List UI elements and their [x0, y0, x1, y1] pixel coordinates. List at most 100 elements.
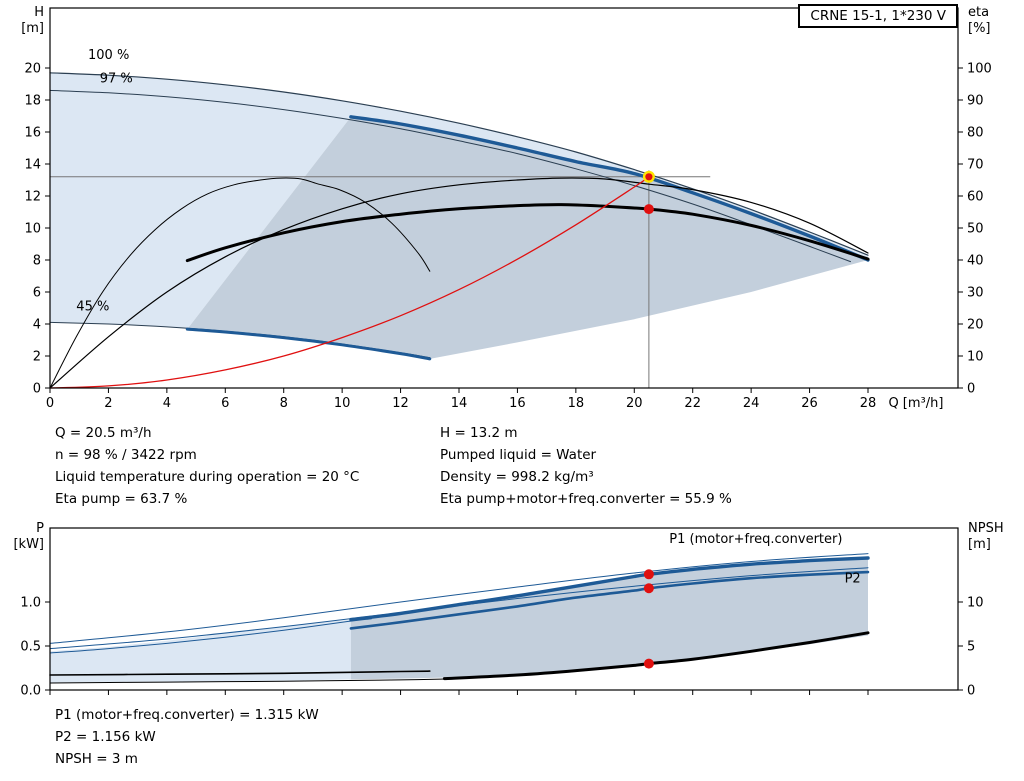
- p2-min-speed: [49, 670, 431, 676]
- y-right-tick-label: 0: [967, 382, 975, 397]
- pump-curve-97pct: [49, 89, 851, 263]
- p2-curve: [349, 570, 870, 630]
- y-left-tick-label: 10: [24, 222, 41, 237]
- x-tick-label: 6: [221, 396, 229, 411]
- duty-point-dot: [643, 583, 654, 594]
- y-right-tick-label: 0: [967, 684, 975, 699]
- y-left-axis-title: P: [36, 521, 44, 536]
- y-right-tick-label: 100: [967, 62, 992, 77]
- y-right-tick-label: 10: [967, 350, 984, 365]
- info-line-temperature: Liquid temperature during operation = 20…: [55, 469, 360, 485]
- y-left-tick-label: 4: [33, 318, 41, 333]
- x-tick-label: 28: [860, 396, 877, 411]
- info-line-liquid: Pumped liquid = Water: [440, 447, 597, 463]
- eta-pump-motor-freq: [185, 203, 870, 263]
- pump-model-title: CRNE 15-1, 1*230 V: [798, 4, 958, 28]
- y-left-tick-label: 0: [33, 382, 41, 397]
- y-left-axis-title: [m]: [21, 21, 44, 36]
- y-right-tick-label: 5: [967, 640, 975, 655]
- operating-envelope-dark: [187, 116, 869, 359]
- y-left-tick-label: 6: [33, 286, 41, 301]
- x-tick-label: 14: [451, 396, 468, 411]
- x-tick-label: 24: [743, 396, 760, 411]
- info-line-p2: P2 = 1.156 kW: [55, 729, 156, 745]
- info-line-eta-pump: Eta pump = 63.7 %: [55, 491, 188, 507]
- y-right-axis-title: [m]: [968, 537, 991, 552]
- info-line-density: Density = 998.2 kg/m³: [440, 469, 594, 485]
- x-tick-label: 22: [684, 396, 701, 411]
- info-line-eta-total: Eta pump+motor+freq.converter = 55.9 %: [440, 491, 732, 507]
- plot-border: [49, 7, 959, 389]
- y-right-tick-label: 20: [967, 318, 984, 333]
- curve-label: P2: [845, 572, 861, 587]
- y-left-tick-label: 2: [33, 350, 41, 365]
- y-left-axis-title: H: [34, 5, 44, 20]
- p1-thin-high: [49, 553, 869, 644]
- duty-point-dot: [643, 204, 654, 215]
- x-tick-label: 16: [509, 396, 526, 411]
- y-right-axis-title: NPSH: [968, 521, 1004, 536]
- pump-curve-100pct: [49, 72, 869, 256]
- curve-label: 45 %: [76, 299, 109, 314]
- x-tick-label: 10: [334, 396, 351, 411]
- x-tick-label: 0: [46, 396, 54, 411]
- info-line-p1: P1 (motor+freq.converter) = 1.315 kW: [55, 707, 319, 723]
- y-left-tick-label: 18: [24, 94, 41, 109]
- y-right-tick-label: 70: [967, 158, 984, 173]
- x-tick-label: 8: [280, 396, 288, 411]
- info-line-q: Q = 20.5 m³/h: [55, 425, 152, 441]
- x-tick-label: 2: [104, 396, 112, 411]
- y-right-axis-title: eta: [968, 5, 989, 20]
- duty-info-right: H = 13.2 m Pumped liquid = Water Density…: [440, 422, 732, 510]
- power-envelope-dark: [350, 558, 868, 680]
- x-tick-label: 18: [568, 396, 585, 411]
- y-left-tick-label: 0.5: [20, 640, 41, 655]
- eta-pump-100pct: [49, 177, 869, 389]
- eta-pump-45pct: [49, 177, 431, 389]
- curve-label: 97 %: [100, 71, 133, 86]
- pump-curve-max-speed: [349, 115, 870, 262]
- y-right-tick-label: 60: [967, 190, 984, 205]
- curve-label: 100 %: [88, 48, 129, 63]
- y-right-axis-title: [%]: [968, 21, 991, 36]
- duty-point-dot: [643, 658, 654, 669]
- info-line-head: H = 13.2 m: [440, 425, 518, 441]
- curve-label: P1 (motor+freq.converter): [669, 532, 842, 547]
- info-line-speed: n = 98 % / 3422 rpm: [55, 447, 197, 463]
- y-left-tick-label: 20: [24, 62, 41, 77]
- power-info: P1 (motor+freq.converter) = 1.315 kW P2 …: [55, 704, 319, 770]
- y-left-tick-label: 14: [24, 158, 41, 173]
- y-right-tick-label: 90: [967, 94, 984, 109]
- system-duty-curve: [49, 176, 650, 389]
- info-line-npsh: NPSH = 3 m: [55, 751, 138, 767]
- y-right-tick-label: 30: [967, 286, 984, 301]
- y-left-tick-label: 1.0: [20, 596, 41, 611]
- power-npsh-chart: P1 (motor+freq.converter) P2 0.0 0.5 1.0 P[kW…: [13, 521, 1004, 699]
- y-left-tick-label: 16: [24, 126, 41, 141]
- operating-envelope-light: [50, 72, 868, 330]
- y-left-tick-label: 8: [33, 254, 41, 269]
- y-right-tick-label: 50: [967, 222, 984, 237]
- x-tick-label: 4: [163, 396, 171, 411]
- y-left-tick-label: 12: [24, 190, 41, 205]
- npsh-thin: [49, 678, 445, 684]
- x-tick-label: 26: [801, 396, 818, 411]
- y-left-axis-title: [kW]: [13, 537, 44, 552]
- x-tick-label: 12: [392, 396, 409, 411]
- y-right-tick-label: 10: [967, 596, 984, 611]
- x-axis-label: Q [m³/h]: [888, 396, 943, 411]
- y-right-tick-label: 80: [967, 126, 984, 141]
- y-right-tick-label: 40: [967, 254, 984, 269]
- plot-border: [49, 527, 959, 691]
- hq-eta-chart: 100 %97 %45 %0 2 4 6 8 10 12 14 16 18 20 22 24 26 28 Q …: [21, 5, 992, 411]
- power-envelope-light: [50, 619, 351, 683]
- x-tick-label: 20: [626, 396, 643, 411]
- pump-curve-min-speed: [185, 327, 432, 361]
- duty-info-left: Q = 20.5 m³/h n = 98 % / 3422 rpm Liquid…: [55, 422, 359, 510]
- y-left-tick-label: 0.0: [20, 684, 41, 699]
- duty-point-dot: [643, 569, 654, 580]
- p1-curve: [349, 556, 870, 622]
- duty-point-dot: [645, 173, 653, 181]
- p1-thin-low: [49, 618, 372, 654]
